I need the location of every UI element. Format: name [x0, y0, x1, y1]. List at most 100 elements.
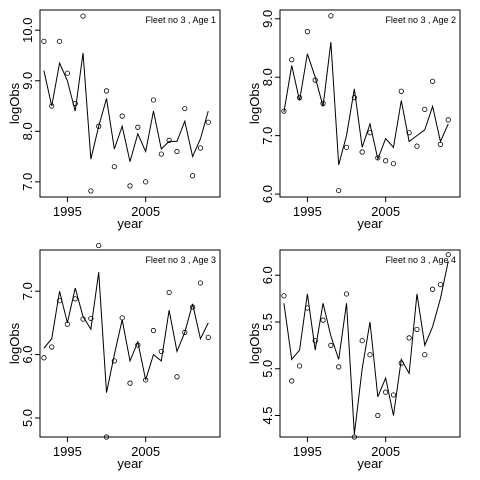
observed-point [383, 158, 389, 164]
observed-point [390, 392, 397, 398]
observed-point [143, 179, 149, 185]
y-axis-label: logObs [247, 82, 262, 124]
observed-point [41, 38, 47, 44]
observed-point [127, 183, 133, 189]
y-tick-label: 8.0 [260, 68, 275, 86]
observed-point [422, 106, 428, 112]
observed-point [281, 293, 287, 299]
observed-point [72, 100, 78, 107]
observed-point [351, 434, 357, 440]
observed-point [197, 280, 204, 286]
observed-point [414, 326, 420, 333]
observed-point [190, 304, 196, 310]
panel-title: Fleet no 3 , Age 3 [145, 255, 216, 265]
observed-point [111, 358, 117, 364]
y-tick-label: 6.0 [260, 266, 275, 284]
observed-point [367, 352, 373, 358]
observed-point [174, 374, 180, 380]
observed-point [390, 161, 397, 167]
observed-point [445, 117, 451, 123]
y-tick-label: 7.0 [20, 173, 35, 191]
observed-point [166, 137, 172, 143]
observed-point [103, 88, 110, 94]
panel-title: Fleet no 3 , Age 4 [385, 255, 456, 265]
observed-point [351, 95, 357, 101]
x-tick-label: 2005 [371, 204, 400, 219]
y-tick-label: 5.0 [20, 409, 35, 427]
observed-point [72, 296, 78, 302]
fitted-line [283, 261, 449, 435]
observed-point [296, 363, 303, 369]
x-axis-label: year [357, 456, 383, 471]
panel-2: Fleet no 3 , Age 2 1995 2005 6.0 7.0 8.0 9.0 ye… [247, 9, 461, 231]
observed-point [343, 291, 350, 297]
observed-point [135, 124, 141, 130]
fitted-line [43, 52, 209, 162]
y-tick-label: 9.0 [20, 72, 35, 90]
panel-title: Fleet no 3 , Age 2 [385, 15, 456, 25]
observed-point [56, 298, 63, 304]
y-tick-label: 5.0 [260, 360, 275, 378]
observed-point [328, 13, 334, 19]
plot-frame [279, 9, 461, 198]
plot-frame [39, 249, 221, 438]
observed-point [437, 141, 444, 148]
observed-point [336, 364, 342, 370]
x-axis-label: year [117, 456, 143, 471]
observed-point [320, 317, 326, 323]
observed-point [174, 148, 180, 155]
observed-point [336, 187, 342, 194]
y-tick-label: 6.0 [260, 185, 275, 203]
fitted-line [43, 272, 209, 393]
observed-point [289, 57, 295, 63]
observed-point [143, 377, 149, 383]
observed-point [430, 286, 436, 292]
y-tick-label: 7.0 [260, 127, 275, 145]
y-axis-label: logObs [247, 322, 262, 364]
observed-point [430, 78, 436, 84]
x-tick-label: 1995 [293, 444, 322, 459]
observed-point [150, 97, 157, 103]
observed-point [406, 335, 412, 341]
observed-point [135, 342, 141, 348]
observed-point [64, 70, 70, 76]
observed-point [103, 434, 110, 440]
x-axis-label: year [117, 216, 143, 231]
observed-point [205, 119, 211, 125]
x-tick-label: 1995 [293, 204, 322, 219]
observed-point [41, 355, 47, 361]
x-tick-label: 2005 [131, 444, 160, 459]
observed-point [119, 113, 125, 119]
observed-point [383, 389, 389, 395]
observed-point [414, 143, 420, 149]
fitted-line [283, 42, 449, 165]
observed-point [158, 151, 164, 157]
observed-point [150, 327, 157, 334]
observed-point [367, 130, 373, 136]
y-tick-label: 9.0 [260, 10, 275, 28]
observed-point [49, 103, 55, 109]
observed-point [80, 13, 86, 19]
y-axis-label: logObs [7, 322, 22, 364]
observed-point [398, 88, 404, 94]
observed-point [64, 321, 70, 327]
observed-point [312, 77, 318, 83]
x-tick-label: 2005 [371, 444, 400, 459]
panel-3: Fleet no 3 , Age 3 1995 2005 5.0 6.0 7.0 year l… [7, 242, 221, 471]
observed-point [111, 164, 117, 170]
y-tick-label: 10.0 [20, 18, 35, 43]
observed-point [190, 173, 196, 179]
y-tick-label: 6.0 [20, 346, 35, 364]
panel-1: Fleet no 3 , Age 1 1995 2005 7.0 8.0 9.0 10.0 y… [7, 9, 221, 231]
y-tick-label: 5.5 [260, 313, 275, 331]
panel-title: Fleet no 3 , Age 1 [145, 15, 216, 25]
observed-point [359, 149, 365, 155]
observed-point [398, 360, 404, 366]
plot-frame [279, 249, 461, 438]
x-axis-label: year [357, 216, 383, 231]
panel-4: Fleet no 3 , Age 4 1995 2005 4.5 5.0 5.5 6.0 ye… [247, 249, 461, 471]
observed-point [320, 100, 326, 107]
plot-frame [39, 9, 221, 198]
observed-point [445, 252, 451, 258]
